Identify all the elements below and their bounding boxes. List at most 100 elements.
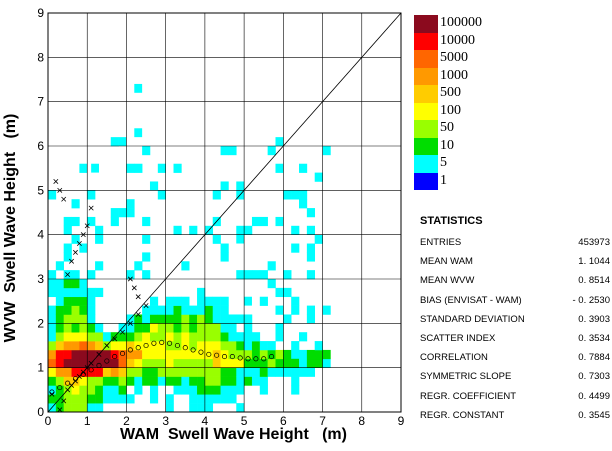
density-cell [236, 341, 245, 351]
density-cell [87, 349, 96, 360]
density-cell [204, 385, 214, 395]
density-cell [189, 305, 198, 315]
legend-swatch [414, 15, 438, 33]
bin-mean-circle [182, 345, 188, 351]
density-cell [157, 349, 166, 360]
density-cell [236, 358, 245, 368]
density-cell [71, 314, 80, 324]
density-cell [87, 376, 96, 386]
density-cell [142, 323, 151, 333]
statistic-label: MEAN WVW [420, 275, 475, 287]
density-cell [149, 305, 159, 315]
density-cell [63, 216, 72, 227]
density-cell [259, 367, 268, 377]
density-cell [291, 305, 300, 315]
bin-mean-cross [112, 336, 118, 342]
density-cell [204, 358, 214, 368]
density-cell [87, 323, 96, 333]
density-cell [259, 270, 268, 280]
density-cell [79, 323, 88, 333]
legend-swatch [414, 50, 438, 68]
density-cell [212, 190, 221, 200]
density-cell [134, 323, 143, 333]
bin-mean-cross [84, 365, 90, 371]
density-cell [181, 367, 190, 377]
density-cell [165, 394, 174, 404]
density-cell [291, 349, 300, 359]
statistic-value: 0. 3534 [578, 332, 610, 344]
density-cell [228, 394, 237, 404]
bin-mean-cross [88, 360, 94, 366]
density-cell [48, 190, 57, 200]
x-tick-label: 2 [123, 414, 130, 428]
density-cell [142, 216, 151, 227]
bin-mean-cross [127, 320, 133, 326]
density-cell [189, 349, 198, 360]
density-cell [87, 305, 96, 315]
bin-mean-circle [112, 354, 118, 360]
density-cell [48, 314, 57, 324]
density-cell [126, 163, 135, 173]
density-cell [228, 146, 237, 156]
density-cell [197, 305, 206, 315]
statistics-row: BIAS (ENVISAT - WAM) - 0. 2530 [420, 295, 610, 314]
density-cell [71, 279, 80, 289]
density-cell [251, 349, 261, 360]
density-cell [173, 323, 182, 333]
density-cell [87, 403, 96, 413]
density-cell [212, 296, 221, 306]
y-tick-label: 4 [37, 228, 44, 242]
density-cell [95, 367, 104, 377]
density-cell [267, 279, 276, 289]
density-cell [228, 367, 237, 377]
density-cell [291, 385, 300, 395]
bin-mean-cross [57, 407, 63, 413]
density-cell [134, 314, 143, 324]
density-cell [55, 403, 64, 413]
density-cell [275, 163, 284, 173]
density-cell [134, 128, 143, 138]
density-cell [236, 225, 245, 235]
density-cell [291, 341, 300, 351]
density-cell [165, 403, 174, 413]
bin-mean-circle [174, 342, 180, 349]
statistics-row: SYMMETRIC SLOPE 0. 7303 [420, 371, 610, 390]
density-cell [63, 332, 72, 342]
density-cell [118, 332, 127, 342]
legend-swatch [414, 155, 438, 173]
density-cell [173, 349, 182, 360]
density-cell [204, 341, 214, 351]
density-cell [55, 376, 64, 386]
density-cell [95, 234, 104, 244]
statistic-value: 0. 3903 [578, 313, 610, 325]
density-cell [149, 376, 159, 386]
statistic-value: 1. 1044 [578, 256, 610, 268]
density-cell [126, 358, 135, 368]
density-cell [55, 296, 64, 306]
x-tick-label: 6 [280, 414, 287, 428]
legend-label: 5 [440, 155, 447, 170]
density-cell [322, 146, 331, 156]
legend-swatch [414, 120, 438, 138]
density-cell [71, 385, 80, 395]
bin-mean-circle [190, 347, 196, 353]
density-cell [63, 305, 72, 315]
density-cell [291, 358, 300, 368]
density-cell [142, 349, 151, 360]
density-cell [149, 358, 159, 368]
density-cell [181, 332, 190, 342]
density-cell [189, 385, 198, 395]
density-cell [299, 367, 308, 377]
density-cell [322, 358, 331, 368]
density-cell [314, 341, 323, 351]
density-cell [173, 225, 182, 235]
density-cell [55, 305, 64, 315]
density-cell [322, 305, 331, 315]
bin-mean-cross [143, 303, 149, 309]
statistic-value: 0. 3545 [578, 409, 610, 421]
density-cell [212, 305, 221, 315]
density-cell [197, 323, 206, 333]
density-cell [291, 225, 300, 235]
axis-ticks: 0 1 2 3 4 5 6 7 8 9 0 1 2 3 4 5 6 7 8 9 [37, 6, 404, 428]
density-cell [63, 225, 72, 235]
